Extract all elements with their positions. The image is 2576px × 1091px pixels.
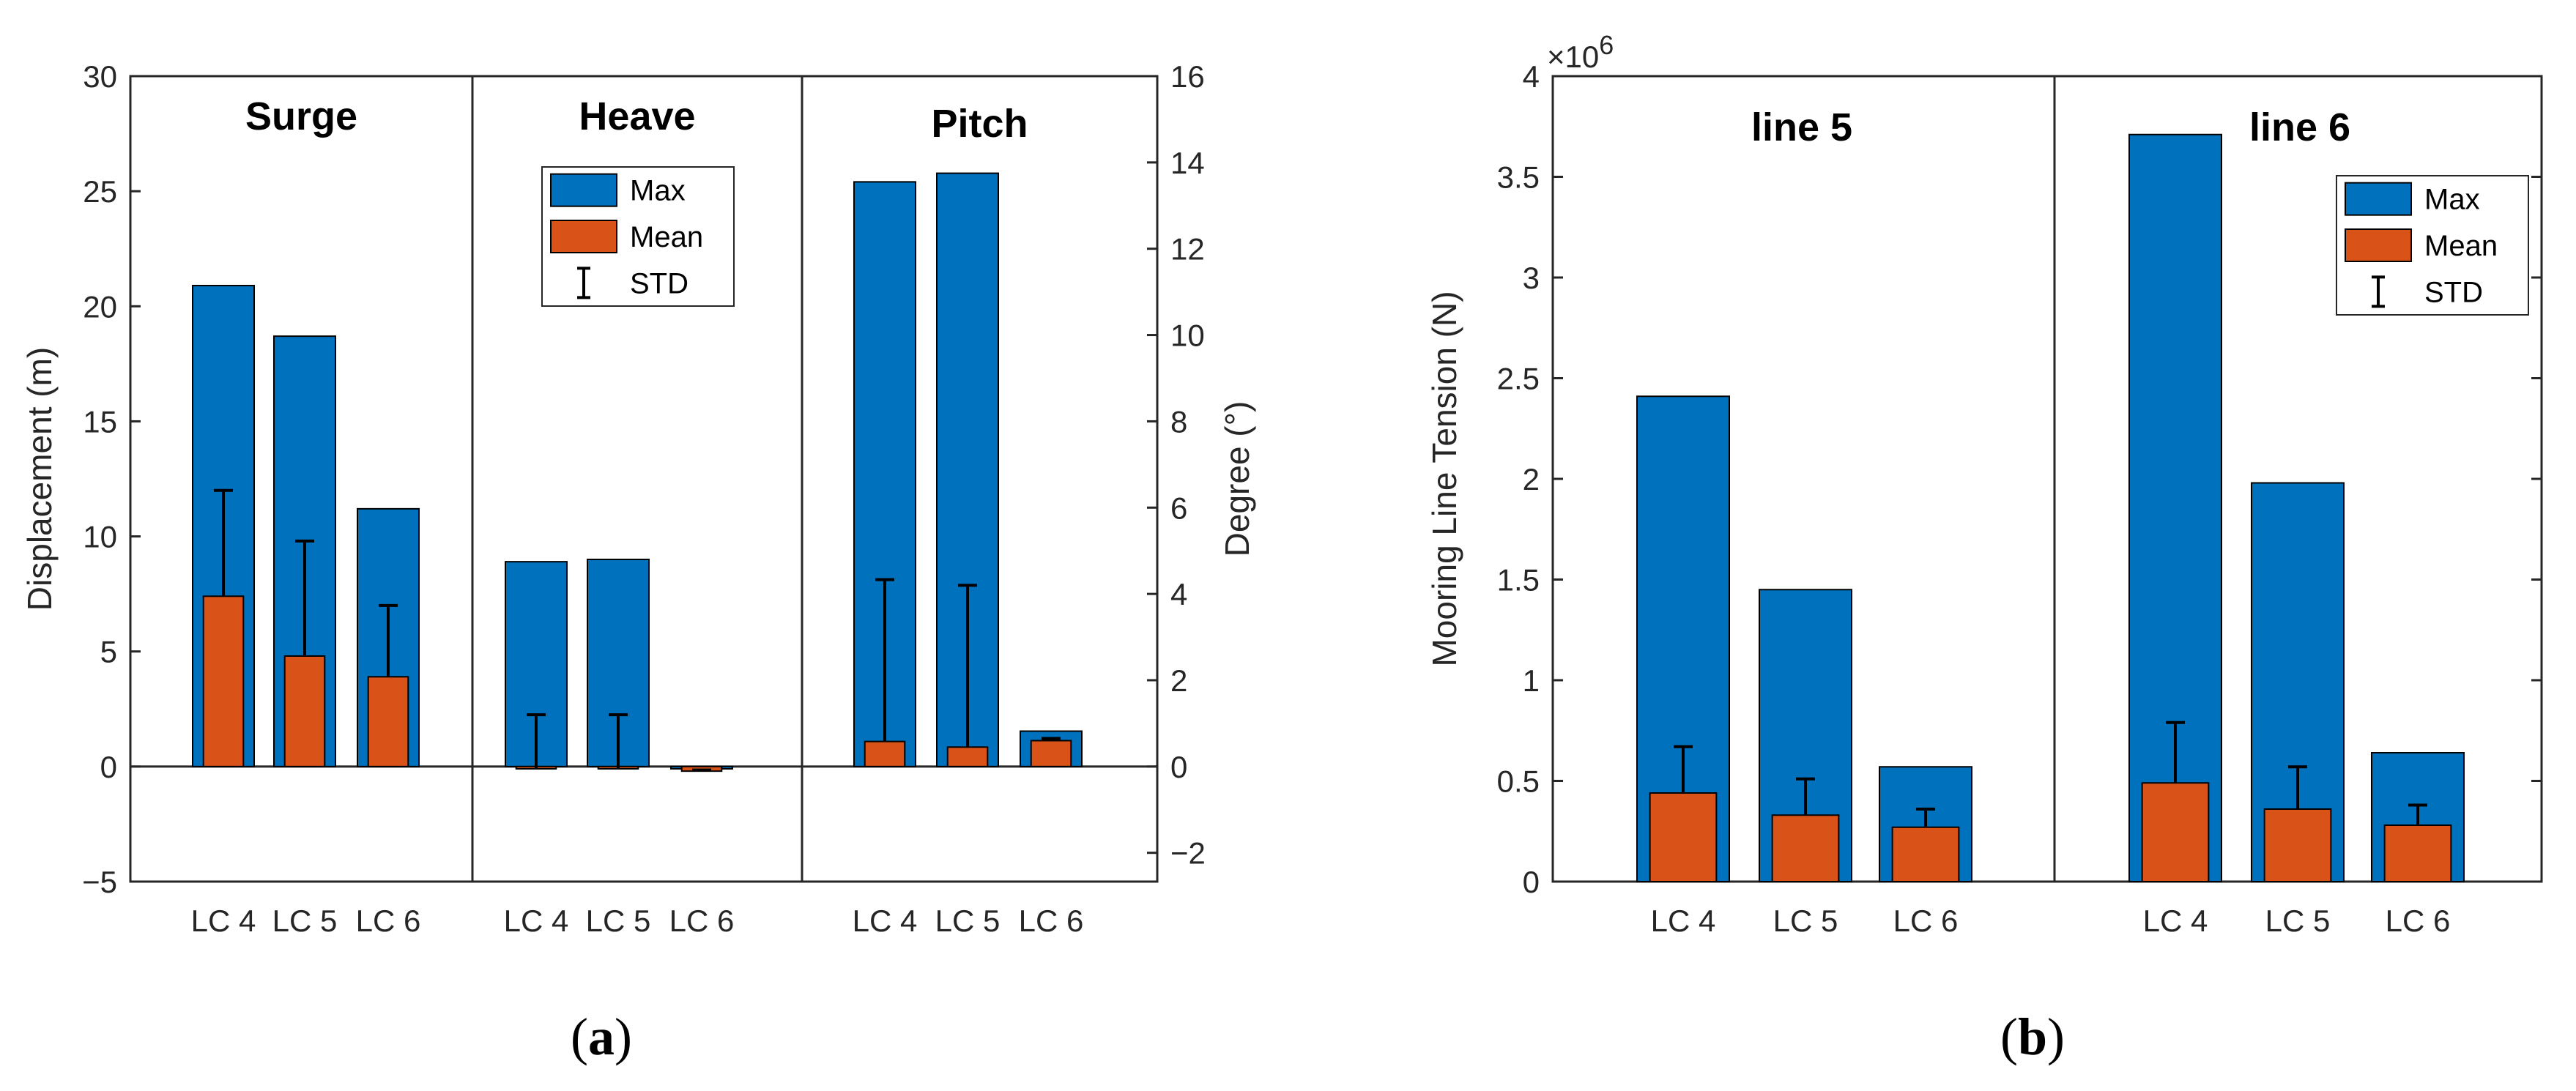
legend-max-label: Max [630,175,686,207]
legend-mean-swatch [2345,228,2412,262]
y-left-tick-label: −5 [82,865,117,899]
x-tick-label: LC 4 [191,904,256,938]
y-right-tick-label: 6 [1170,491,1187,525]
bar-mean-line-6 [2141,782,2210,882]
legend-mean-label: Mean [2424,230,2498,262]
y-tick-label: 2 [1523,462,1540,496]
chart-b: 0 0.5 1 1.5 2 2.5 3 3.5 4 Mooring Line Tension (N… [1425,30,2543,1066]
x-tick-label: LC 5 [1773,904,1838,938]
bar-mean-line-5 [1771,814,1840,882]
y-right-axis-label: Degree (°) [1218,401,1256,557]
legend-max-swatch [2345,182,2412,216]
error-bar-heave [609,713,628,769]
y-right-tick-label: 14 [1170,146,1205,180]
bar-mean-line-5 [1649,792,1718,882]
y-right-tick-label: −2 [1170,836,1206,871]
y-tick-label: 3.5 [1497,160,1540,195]
legend-mean-swatch [550,220,617,253]
bar-mean-pitch [946,746,989,767]
legend-mean-label: Mean [630,221,703,253]
error-bar-heave [527,713,546,769]
y-right-tick-label: 2 [1170,663,1187,698]
bar-mean-surge [367,676,409,767]
x-tick-label: LC 6 [1893,904,1959,938]
y-right-tick-label: 4 [1170,577,1187,611]
y-tick-label: 3 [1523,261,1540,295]
x-tick-label: LC 4 [1651,904,1716,938]
error-bar-surge [295,539,314,656]
y-tick-label: 1.5 [1497,563,1540,597]
bar-mean-line-5 [1891,826,1960,882]
y-tick-label: 2.5 [1497,362,1540,396]
x-tick-label: LC 4 [504,904,569,938]
y-tick-label: 1 [1523,663,1540,698]
panel-title-surge: Surge [245,94,357,138]
panel-title-line-6: line 6 [2249,105,2350,149]
panel-title-heave: Heave [579,94,695,138]
y-axis-label: Mooring Line Tension (N) [1425,291,1463,666]
y-right-tick-label: 0 [1170,750,1187,784]
y-left-tick-label: 20 [83,289,117,324]
bar-mean-surge [202,595,245,767]
error-bar-surge [379,603,398,677]
x-tick-label: LC 4 [2143,904,2208,938]
bar-mean-pitch [1030,740,1072,767]
x-tick-label: LC 6 [2386,904,2451,938]
chart-a-plot-frame [129,75,1159,883]
legend-b: Max Mean STD [2336,175,2529,316]
bar-mean-line-6 [2383,824,2452,882]
error-bar-pitch [958,584,977,748]
y-left-axis-label: Displacement (m) [21,347,59,611]
error-bar-line-6 [2408,803,2427,825]
error-bar-line-5 [1916,808,1935,827]
caption-b: (b) [2000,1008,2065,1066]
y-tick-label: 0 [1523,865,1540,899]
y-left-tick-label: 30 [83,59,117,94]
legend-std-label: STD [2424,276,2483,308]
y-left-tick-label: 5 [100,635,117,669]
x-tick-label: LC 5 [935,904,1001,938]
bar-mean-surge [283,655,326,767]
legend-a: Max Mean STD [541,166,735,307]
chart-a: −5 0 5 10 15 20 25 30 −2 0 2 4 6 8 10 12 14 16 Displacemen… [21,59,1256,1066]
y-exponent-label: ×106 [1547,30,1614,74]
x-tick-label: LC 5 [272,904,338,938]
legend-max-label: Max [2424,184,2480,216]
bar-mean-line-6 [2263,808,2332,882]
y-right-tick-label: 10 [1170,319,1205,353]
caption-a: (a) [571,1008,632,1066]
bar-mean-pitch [864,740,906,767]
error-bar-line-5 [1674,745,1693,793]
error-bar-line-6 [2166,720,2185,783]
x-tick-label: LC 6 [669,904,735,938]
x-tick-label: LC 5 [586,904,651,938]
y-right-tick-label: 8 [1170,404,1187,439]
x-tick-label: LC 5 [2265,904,2331,938]
y-tick-label: 4 [1523,59,1540,94]
x-tick-label: LC 6 [356,904,421,938]
y-left-tick-label: 25 [83,174,117,209]
legend-std-label: STD [630,267,688,299]
panel-title-line-5: line 5 [1751,105,1852,149]
x-tick-label: LC 4 [853,904,918,938]
error-bar-heave [692,768,711,772]
error-bar-pitch [1042,737,1061,741]
y-left-tick-label: 15 [83,404,117,439]
y-right-tick-label: 16 [1170,59,1205,94]
error-bar-line-5 [1796,777,1815,816]
x-tick-label: LC 6 [1019,904,1084,938]
y-left-tick-label: 0 [100,750,117,784]
panel-title-pitch: Pitch [931,102,1028,146]
legend-max-swatch [550,173,617,207]
y-tick-label: 0.5 [1497,764,1540,799]
y-right-tick-label: 12 [1170,232,1205,267]
error-bar-line-6 [2288,765,2307,809]
y-left-tick-label: 10 [83,520,117,554]
error-bar-surge [214,488,233,597]
error-bar-pitch [875,578,894,742]
